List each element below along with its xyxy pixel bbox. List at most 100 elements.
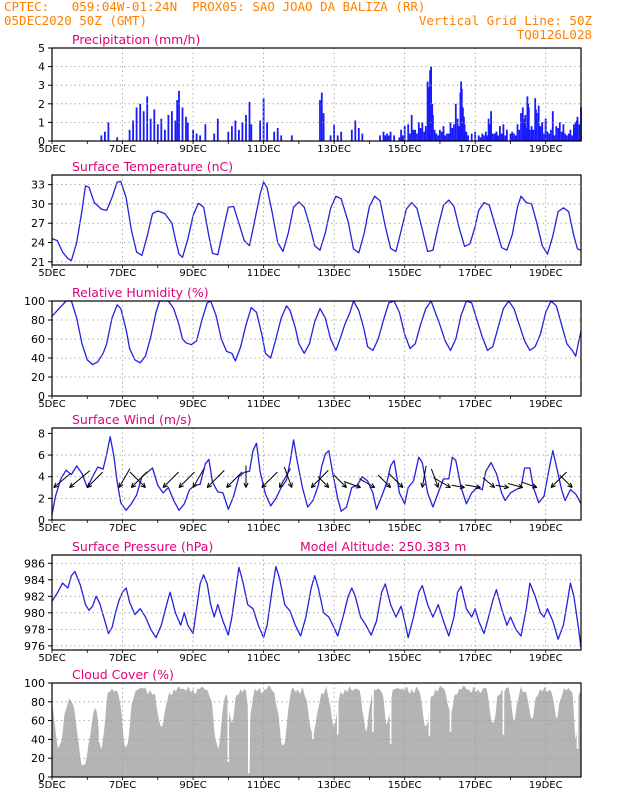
precipitation-bar	[429, 70, 431, 141]
wind-arrow-head	[310, 482, 317, 488]
precipitation-bar	[529, 129, 531, 141]
precipitation-bar	[567, 133, 570, 141]
precipitation-bar	[465, 131, 468, 141]
pressure-xtick-label: 11DEC	[247, 653, 281, 664]
wind-xtick-label: 9DEC	[179, 523, 206, 534]
cloud-cover-xtick-label: 9DEC	[179, 780, 206, 791]
precipitation-bar	[213, 133, 216, 141]
pressure-ytick-label: 976	[24, 640, 45, 653]
wind-arrow-head	[226, 482, 232, 488]
temperature-ytick-label: 33	[31, 179, 45, 192]
wind-arrow-head	[118, 482, 124, 488]
humidity-xtick-label: 15DEC	[388, 399, 422, 410]
wind-ytick-label: 6	[38, 449, 45, 462]
precipitation-bar	[250, 124, 253, 141]
pressure-xtick-label: 13DEC	[317, 653, 351, 664]
temperature-ytick-label: 30	[31, 198, 45, 211]
precipitation-bar	[520, 113, 522, 141]
wind-arrow	[451, 484, 465, 488]
precipitation-bar	[387, 135, 390, 141]
precipitation-bar	[146, 96, 149, 141]
wind-ytick-label: 4	[38, 471, 45, 484]
wind-arrow-head	[140, 482, 146, 488]
temperature-xtick-label: 15DEC	[388, 268, 422, 279]
wind-arrow	[550, 471, 567, 488]
precipitation-bar	[454, 103, 457, 141]
wind-arrow	[559, 474, 573, 488]
precipitation-bar	[185, 116, 187, 141]
pressure-xtick-label: 17DEC	[458, 653, 492, 664]
precipitation-bar	[573, 128, 576, 141]
precipitation-bar	[195, 133, 198, 141]
humidity-xtick-label: 17DEC	[458, 399, 492, 410]
wind-arrow-head	[355, 483, 361, 489]
precipitation-bar	[379, 135, 381, 141]
precipitation-bar	[451, 128, 454, 141]
wind-arrow	[507, 483, 523, 488]
pressure-xtick-label: 7DEC	[109, 653, 136, 664]
humidity-xtick-label: 7DEC	[109, 399, 136, 410]
precipitation-bar	[329, 135, 332, 141]
pressure-xtick-label: 19DEC	[529, 653, 563, 664]
precipitation-bar	[527, 107, 530, 141]
wind-arrow-head	[369, 483, 376, 488]
precipitation-bar	[410, 115, 413, 141]
wind-arrow	[343, 481, 361, 488]
pressure-title: Surface Pressure (hPa)	[72, 539, 213, 554]
precipitation-bar	[484, 131, 487, 141]
precipitation-bar	[490, 111, 492, 141]
precipitation-xtick-label: 9DEC	[179, 144, 206, 155]
precipitation-bar	[216, 118, 219, 141]
temperature-frame	[51, 174, 582, 266]
wind-xtick-label: 13DEC	[317, 523, 351, 534]
precipitation-bar	[419, 128, 422, 141]
precipitation-ytick-label: 2	[38, 98, 45, 111]
precipitation-bar	[551, 111, 554, 141]
wind-arrow-head	[475, 484, 481, 490]
precipitation-bar	[493, 133, 496, 141]
wind-arrow	[279, 468, 291, 488]
precipitation-bar	[393, 135, 395, 141]
wind-arrow-head	[323, 482, 330, 488]
precipitation-bar	[486, 135, 489, 141]
precipitation-bar	[431, 103, 434, 141]
humidity-ytick-label: 100	[24, 295, 45, 308]
temperature-xtick-label: 13DEC	[317, 268, 351, 279]
precipitation-bar	[521, 107, 524, 141]
temperature-xtick-label: 5DEC	[38, 268, 65, 279]
wind-arrow-head	[531, 483, 538, 489]
precipitation-bar	[453, 124, 455, 141]
precipitation-bar	[483, 135, 485, 141]
wind-xtick-label: 15DEC	[388, 523, 422, 534]
precipitation-bar	[402, 135, 404, 141]
wind-frame	[51, 427, 582, 521]
precipitation-bar	[481, 133, 484, 141]
humidity-ytick-label: 0	[38, 390, 45, 403]
precipitation-bar	[204, 124, 207, 141]
precipitation-bar	[539, 126, 542, 141]
wind-ytick-label: 8	[38, 427, 45, 440]
precipitation-bar	[433, 129, 436, 141]
precipitation-bar	[333, 124, 335, 141]
precipitation-bar	[417, 122, 420, 141]
precipitation-bar	[532, 129, 535, 141]
precipitation-bar	[562, 124, 565, 141]
temperature-xtick-label: 19DEC	[529, 268, 563, 279]
cloud-cover-ytick-label: 0	[38, 771, 45, 784]
wind-arrow-head	[445, 483, 451, 488]
precipitation-bar	[245, 115, 247, 141]
pressure-line	[51, 565, 582, 648]
header-model: TQ0126L028	[516, 27, 592, 42]
precipitation-bar	[499, 126, 501, 141]
pressure-ytick-label: 986	[24, 557, 45, 570]
precipitation-bar	[462, 107, 464, 141]
precipitation-bar	[416, 133, 418, 141]
header-station: CPTEC: 059:04W-01:24N PROX05: SAO JOAO D…	[4, 0, 426, 14]
wind-line	[51, 436, 582, 515]
precipitation-bar	[336, 135, 339, 141]
precipitation-bar	[487, 118, 490, 141]
precipitation-ytick-label: 0	[38, 135, 45, 148]
cloud-cover-xtick-label: 13DEC	[317, 780, 351, 791]
precipitation-ytick-label: 3	[38, 79, 45, 92]
wind-xtick-label: 7DEC	[109, 523, 136, 534]
